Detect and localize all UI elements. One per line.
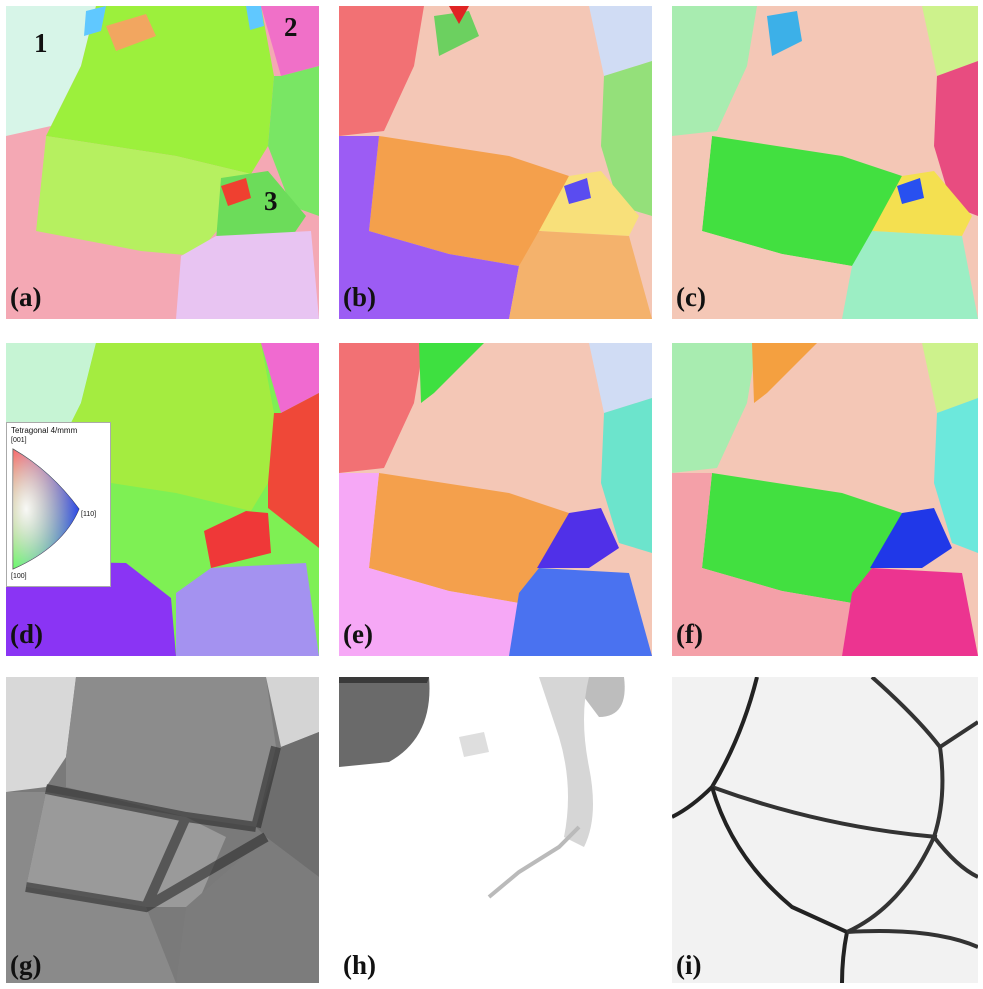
ipf-map-c — [672, 6, 978, 319]
panel-label-c: (c) — [676, 282, 706, 312]
ipf-color-key: Tetragonal 4/mmm [001] [110] [100] — [6, 422, 111, 587]
phase-map-h — [339, 677, 652, 983]
panel-label-i: (i) — [676, 950, 702, 980]
legend-100: [100] — [11, 573, 27, 580]
image-quality-map-g — [6, 677, 319, 983]
legend-001: [001] — [11, 437, 27, 444]
boundary-map-i — [672, 677, 978, 983]
panel-label-e: (e) — [343, 619, 373, 649]
panel-label-f: (f) — [676, 619, 703, 649]
legend-title: Tetragonal 4/mmm — [11, 426, 78, 435]
panel-h — [339, 677, 652, 983]
panel-label-h: (h) — [343, 950, 376, 980]
panel-c — [672, 6, 978, 319]
grain-number-2: 2 — [284, 12, 298, 42]
legend-110: [110] — [81, 511, 97, 518]
panel-label-b: (b) — [343, 282, 376, 312]
panel-g — [6, 677, 319, 983]
panel-b — [339, 6, 652, 319]
ipf-map-f — [672, 343, 978, 656]
panel-label-d: (d) — [10, 619, 43, 649]
panel-i — [672, 677, 978, 983]
panel-label-a: (a) — [10, 282, 42, 312]
panel-a — [6, 6, 319, 319]
panel-label-g: (g) — [10, 950, 42, 980]
panel-f — [672, 343, 978, 656]
ipf-triangle — [12, 448, 80, 570]
panel-e — [339, 343, 652, 656]
ipf-map-b — [339, 6, 652, 319]
grain-number-3: 3 — [264, 186, 278, 216]
grain-number-1: 1 — [34, 28, 48, 58]
ipf-map-e — [339, 343, 652, 656]
ipf-map-a — [6, 6, 319, 319]
